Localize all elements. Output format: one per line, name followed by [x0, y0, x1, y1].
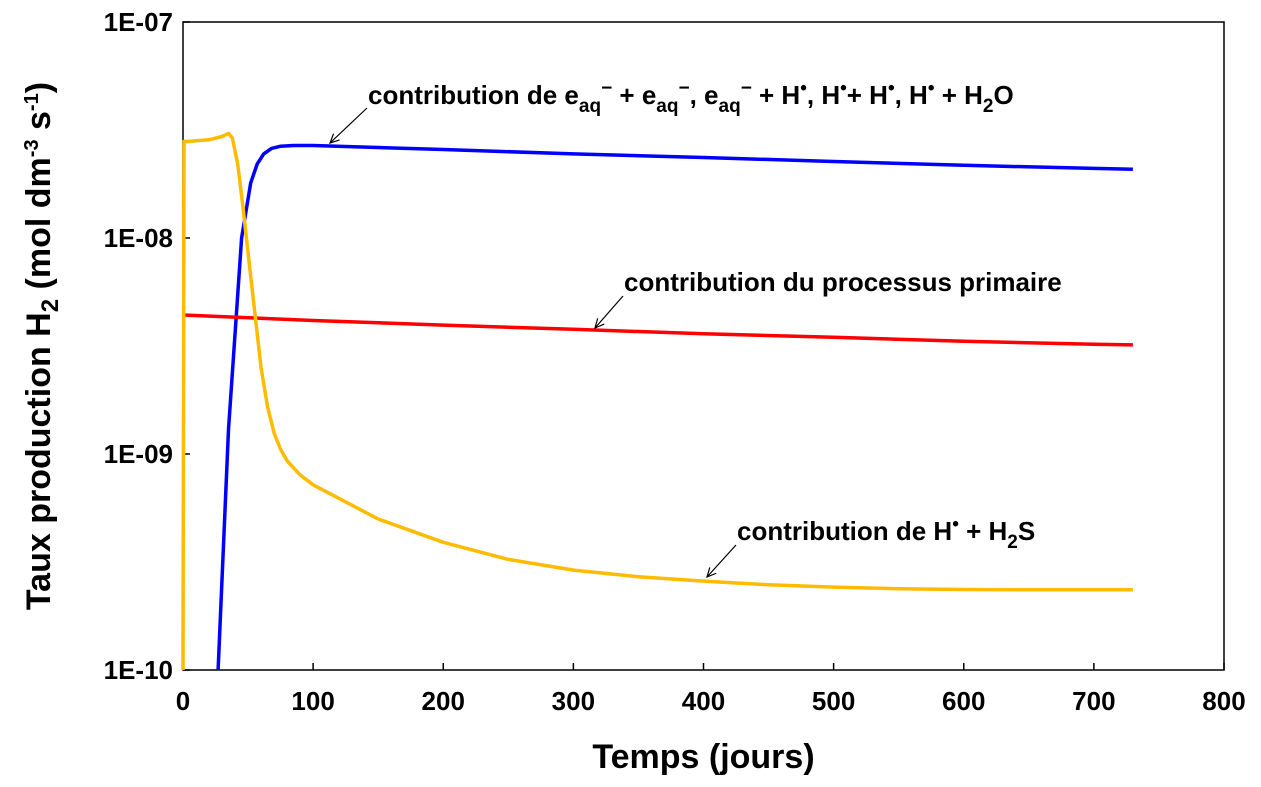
- y-axis-title-main: Taux production H: [20, 312, 58, 610]
- annotation-blue-part: •: [888, 78, 895, 99]
- annotation-blue-part: , e: [690, 80, 719, 110]
- y-axis-title-unit-s: s: [20, 111, 58, 139]
- annotation-blue-part: , H: [895, 80, 928, 110]
- x-tick-label: 100: [291, 686, 334, 716]
- x-tick-label: 300: [552, 686, 595, 716]
- x-tick-label: 600: [942, 686, 985, 716]
- y-tick-label: 1E-09: [104, 439, 173, 469]
- annotation-blue-part: + H: [935, 80, 983, 110]
- y-axis-title-end: ): [20, 82, 58, 93]
- annotation-arrowhead-orange: [706, 567, 717, 579]
- x-tick-label: 500: [812, 686, 855, 716]
- y-axis-title-sup2: -1: [21, 93, 43, 111]
- annotation-arrowhead-blue: [328, 133, 340, 144]
- annotation-orange-part: •: [952, 514, 959, 535]
- annotation-blue-part: −: [601, 78, 612, 99]
- y-axis-title-sub: 2: [37, 299, 64, 312]
- series-group: [181, 131, 1133, 671]
- x-tick-label: 200: [422, 686, 465, 716]
- annotation-red-part: contribution du processus primaire: [624, 267, 1062, 297]
- x-tick-label: 0: [176, 686, 190, 716]
- annotation-arrow-blue: [329, 107, 368, 144]
- annotation-blue-part: O: [994, 80, 1014, 110]
- x-tick-label: 800: [1202, 686, 1245, 716]
- annotation-blue-part: + e: [612, 80, 656, 110]
- y-axis-title: Taux production H2 (mol dm-3 s-1): [20, 82, 64, 610]
- y-axis-title-sup1: -3: [21, 139, 43, 157]
- x-tick-label: 400: [682, 686, 725, 716]
- annotation-arrow-red: [594, 295, 624, 329]
- annotation-blue-part: aq: [579, 96, 601, 117]
- annotation-blue: contribution de eaq− + eaq−, eaq− + H•, …: [368, 78, 1014, 117]
- annotation-red: contribution du processus primaire: [624, 267, 1062, 297]
- annotation-blue-part: aq: [656, 96, 678, 117]
- y-axis-title-unit: (mol dm: [20, 157, 58, 299]
- annotation-orange-part: 2: [1007, 532, 1018, 553]
- x-tick-label: 700: [1072, 686, 1115, 716]
- annotations: contribution de eaq− + eaq−, eaq− + H•, …: [328, 78, 1062, 579]
- y-tick-label: 1E-10: [104, 655, 173, 685]
- annotation-arrow-orange: [706, 544, 737, 578]
- annotation-blue-part: •: [840, 78, 847, 99]
- annotation-blue-part: •: [800, 78, 807, 99]
- annotation-blue-part: , H: [807, 80, 840, 110]
- annotation-blue-part: + H: [847, 80, 888, 110]
- axis-titles: Temps (jours) Taux production H2 (mol dm…: [20, 82, 815, 776]
- annotation-blue-part: •: [928, 78, 935, 99]
- y-tick-label: 1E-07: [104, 7, 173, 37]
- series-line-red: [182, 313, 1133, 347]
- annotation-arrowhead-red: [594, 318, 605, 330]
- y-tick-label: 1E-08: [104, 223, 173, 253]
- annotation-orange-part: + H: [959, 516, 1007, 546]
- annotation-blue-part: 2: [983, 96, 994, 117]
- annotation-blue-part: contribution de e: [368, 80, 579, 110]
- axes: 0 100 200 300 400 500 600 700 800 1E-10 1E-09 1E-08…: [104, 7, 1246, 716]
- annotation-blue-part: + H: [752, 80, 800, 110]
- annotation-orange: contribution de H• + H2S: [737, 514, 1035, 553]
- plot-frame: [182, 21, 1225, 671]
- annotation-blue-part: −: [678, 78, 689, 99]
- series-line-blue: [216, 143, 1133, 671]
- annotation-orange-part: contribution de H: [737, 516, 952, 546]
- x-axis-title: Temps (jours): [592, 738, 814, 776]
- series-line-orange: [181, 131, 1133, 671]
- annotation-orange-part: S: [1018, 516, 1035, 546]
- annotation-blue-part: aq: [719, 96, 741, 117]
- annotation-blue-part: −: [741, 78, 752, 99]
